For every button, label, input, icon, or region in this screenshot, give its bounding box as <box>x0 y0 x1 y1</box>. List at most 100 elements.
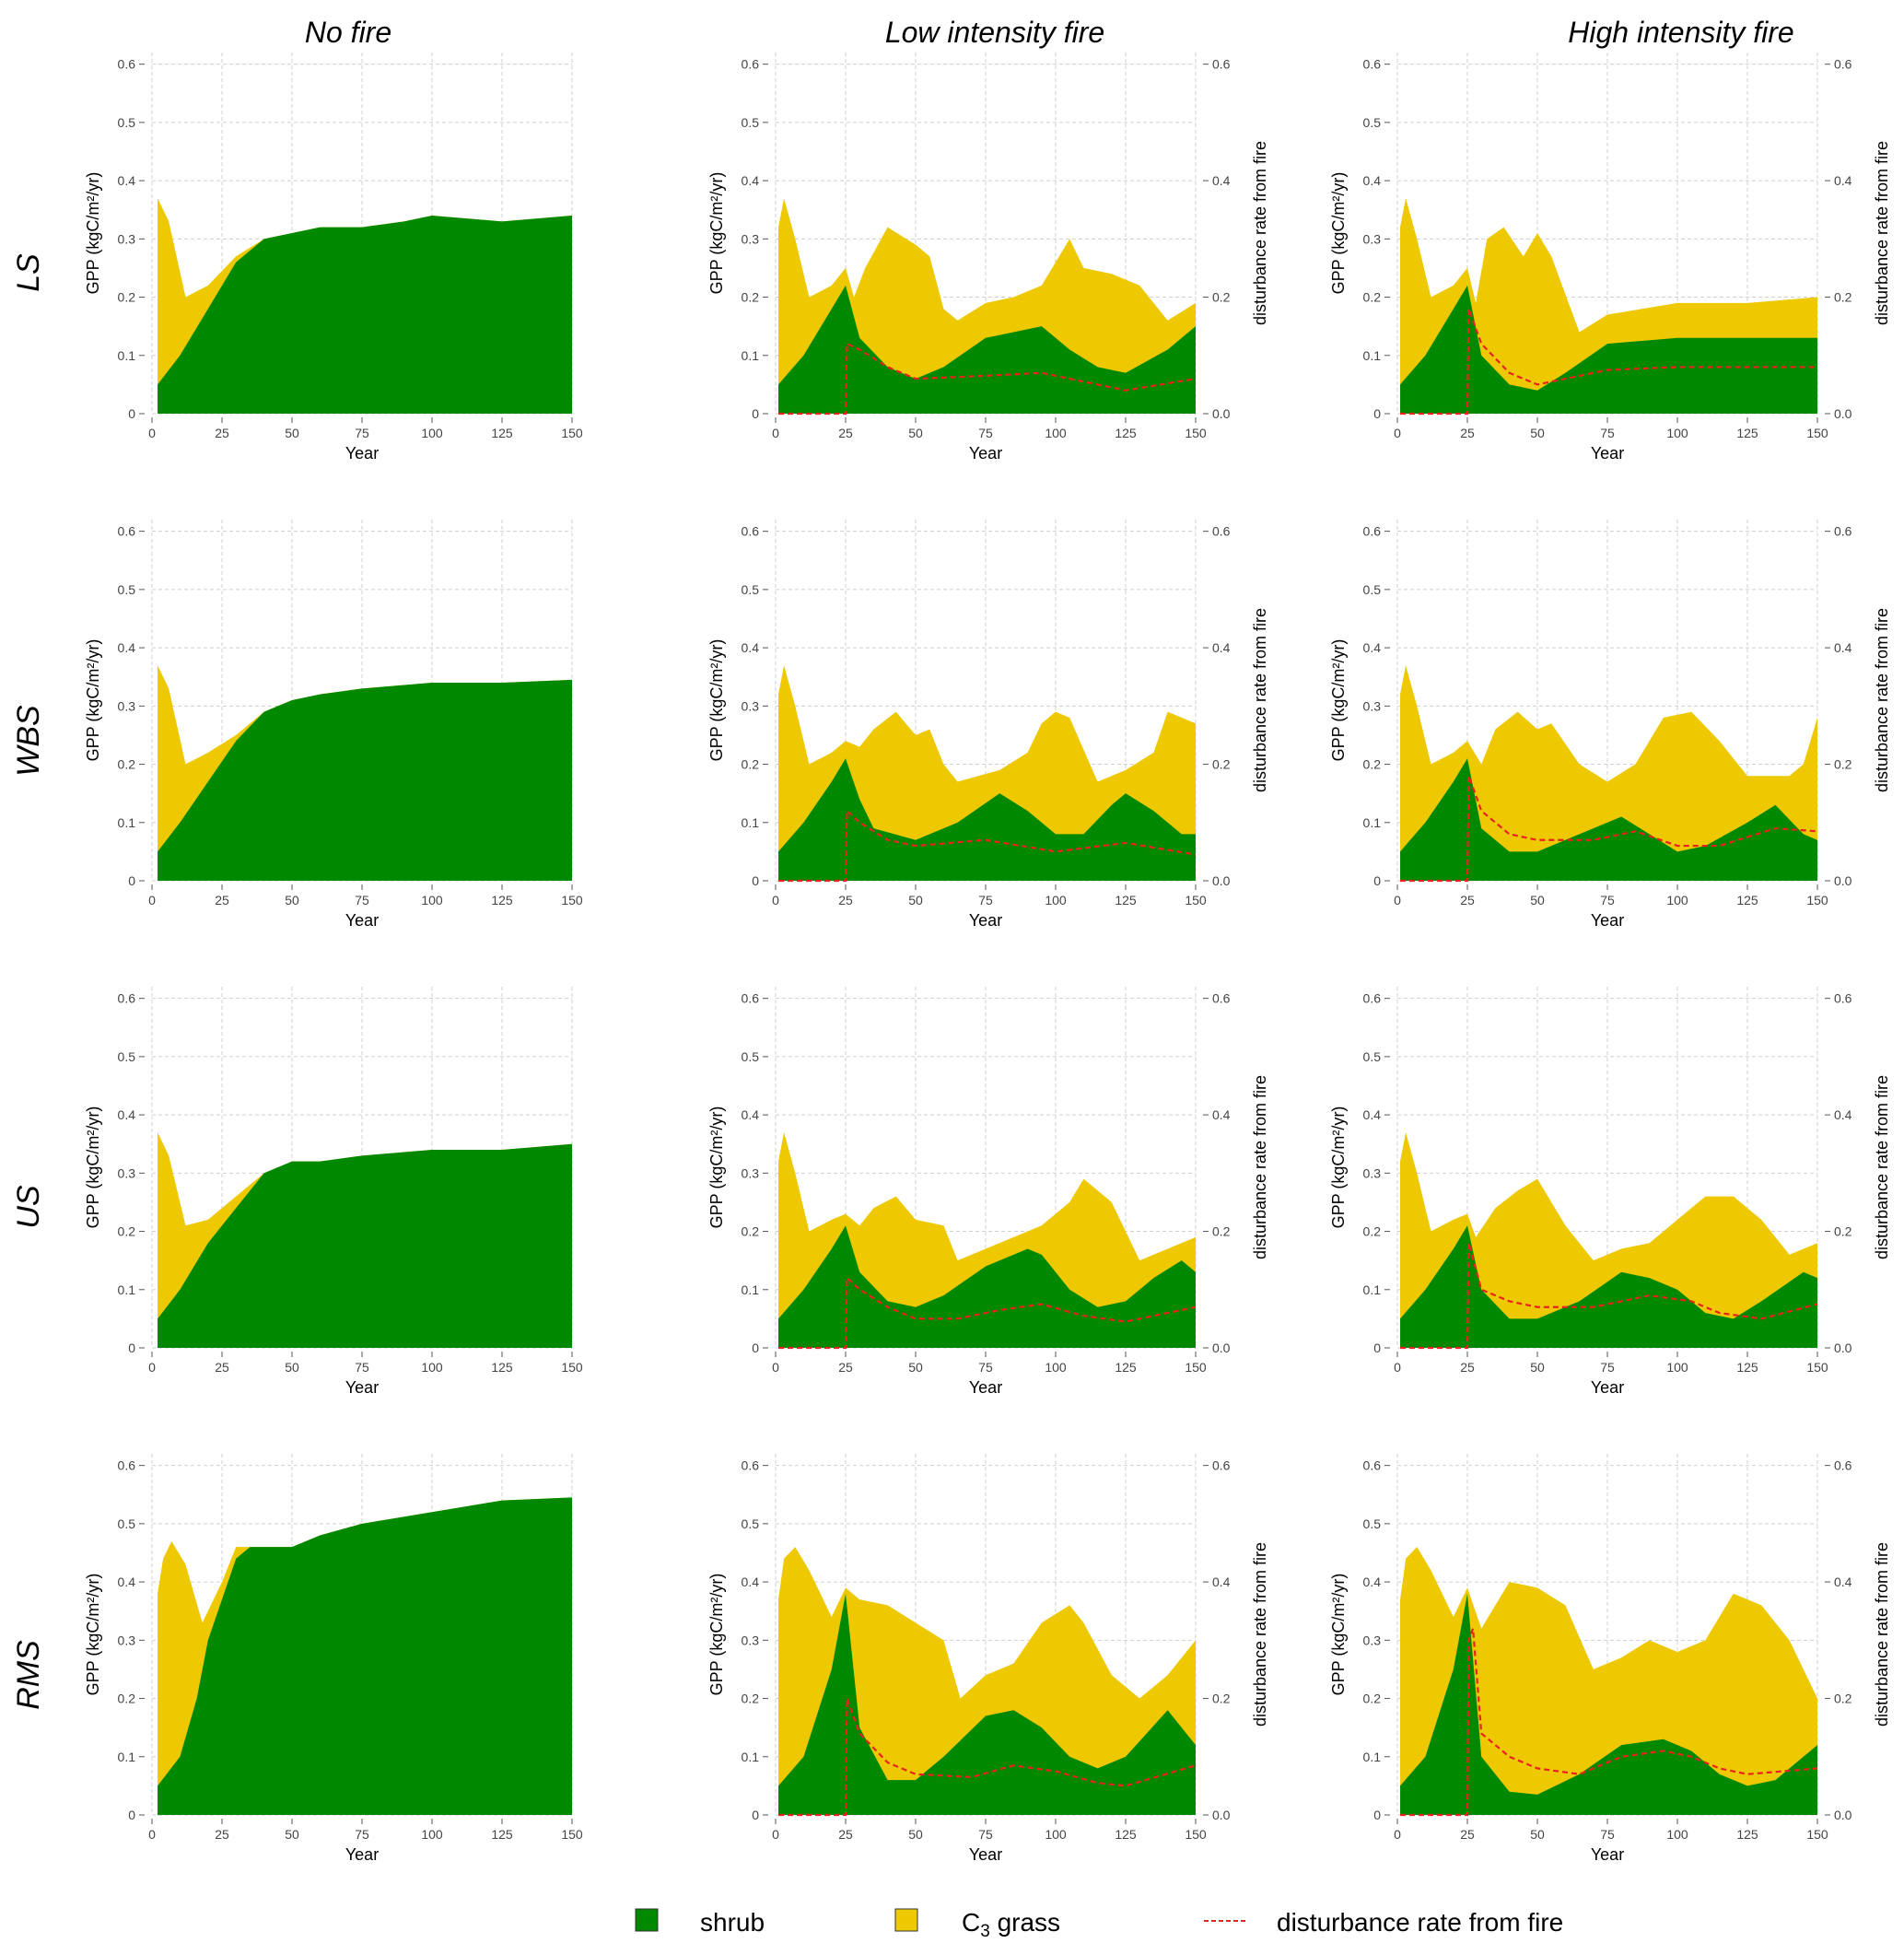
legend-shrub-swatch <box>635 1908 659 1932</box>
x-tick-label: 75 <box>1600 426 1615 440</box>
x-tick-label: 0 <box>772 893 779 907</box>
x-tick-label: 25 <box>1460 1827 1475 1842</box>
x-tick-label: 75 <box>1600 1360 1615 1375</box>
x-tick-label: 50 <box>1530 1360 1545 1375</box>
y-tick-label: 0.5 <box>742 115 760 130</box>
panel-us-high-intensity-fire: 0 0.1 0.2 0.3 0.4 0.5 0.6 0 25 50 75 100 125 150 Year G… <box>1329 987 1891 1397</box>
y-tick-label: 0.3 <box>1363 1165 1382 1180</box>
panel-wbs-low-intensity-fire: 0 0.1 0.2 0.3 0.4 0.5 0.6 0 25 50 75 100 125 150 Year G… <box>707 520 1269 930</box>
y2-tick-label: 0.4 <box>1834 173 1852 188</box>
x-axis-label: Year <box>1591 1378 1624 1397</box>
y-tick-label: 0.1 <box>1363 348 1382 363</box>
x-tick-label: 125 <box>491 1827 513 1842</box>
disturbance-line <box>778 1275 1197 1350</box>
x-tick-label: 75 <box>978 893 993 907</box>
x-tick-label: 125 <box>1736 1827 1758 1842</box>
y-tick-label: 0.6 <box>742 1458 760 1473</box>
panel-grid: 0 0.1 0.2 0.3 0.4 0.5 0.6 0 25 50 75 100 125 150 Year G… <box>84 53 1891 1864</box>
panel-rms-low-intensity-fire: 0 0.1 0.2 0.3 0.4 0.5 0.6 0 25 50 75 100 125 150 Year G… <box>707 1454 1269 1864</box>
y-axis-label: GPP (kgC/m²/yr) <box>1329 639 1348 762</box>
y-tick-label: 0.4 <box>1363 173 1382 188</box>
y-tick-label: 0 <box>1373 1808 1381 1822</box>
y-tick-label: 0.4 <box>742 640 760 655</box>
y-axis-label: GPP (kgC/m²/yr) <box>707 639 726 762</box>
y-tick-label: 0.1 <box>118 1282 136 1297</box>
row-title-us: US <box>11 1185 46 1229</box>
x-tick-label: 50 <box>285 893 299 907</box>
x-tick-label: 0 <box>772 1827 779 1842</box>
x-tick-label: 25 <box>1460 426 1475 440</box>
y-tick-label: 0.3 <box>118 231 136 246</box>
x-axis-label: Year <box>345 1845 379 1864</box>
y-tick-label: 0.1 <box>1363 815 1382 830</box>
y2-tick-label: 0.4 <box>1212 1575 1231 1589</box>
x-tick-label: 0 <box>1394 893 1401 907</box>
y-tick-label: 0.3 <box>1363 1633 1382 1647</box>
y2-tick-label: 0.6 <box>1834 1458 1852 1473</box>
x-tick-label: 100 <box>1666 1360 1688 1375</box>
x-tick-label: 75 <box>978 1827 993 1842</box>
x-tick-label: 100 <box>1666 1827 1688 1842</box>
y-tick-label: 0.5 <box>118 582 136 597</box>
y-tick-label: 0.2 <box>742 757 760 772</box>
shrub-area <box>158 679 572 881</box>
x-tick-label: 150 <box>1185 893 1207 907</box>
panel-us-low-intensity-fire: 0 0.1 0.2 0.3 0.4 0.5 0.6 0 25 50 75 100 125 150 Year G… <box>707 987 1269 1397</box>
y-axis-label: GPP (kgC/m²/yr) <box>84 1574 102 1696</box>
y2-tick-label: 0.4 <box>1834 1575 1852 1589</box>
y-tick-label: 0.3 <box>1363 698 1382 713</box>
panel-ls-low-intensity-fire: 0 0.1 0.2 0.3 0.4 0.5 0.6 0 25 50 75 100 125 150 Year G… <box>707 53 1269 462</box>
x-tick-label: 50 <box>285 1827 299 1842</box>
y-tick-label: 0.6 <box>1363 1458 1382 1473</box>
panel-wbs-no-fire: 0 0.1 0.2 0.3 0.4 0.5 0.6 0 25 50 75 100 125 150 Year G… <box>84 520 583 930</box>
y-tick-label: 0.5 <box>742 1049 760 1064</box>
shrub-area <box>1400 1225 1817 1348</box>
disturbance-line <box>778 808 1197 883</box>
y-tick-label: 0.2 <box>1363 1224 1382 1239</box>
y2-axis-label: disturbance rate from fire <box>1251 1075 1269 1259</box>
y-tick-label: 0.1 <box>742 1750 760 1764</box>
grass-area <box>778 198 1196 414</box>
column-title-low-intensity: Low intensity fire <box>885 16 1104 49</box>
x-tick-label: 150 <box>561 1827 583 1842</box>
disturbance-line <box>1400 1628 1818 1817</box>
row-title-rms: RMS <box>11 1640 46 1710</box>
x-axis-label: Year <box>345 1378 379 1397</box>
y-tick-label: 0.3 <box>742 231 760 246</box>
x-tick-label: 150 <box>561 1360 583 1375</box>
y-tick-label: 0.5 <box>118 115 136 130</box>
y-tick-label: 0 <box>1373 1340 1381 1355</box>
y-tick-label: 0.2 <box>1363 290 1382 305</box>
x-axis-label: Year <box>345 444 379 462</box>
x-tick-label: 0 <box>772 426 779 440</box>
x-tick-label: 125 <box>491 893 513 907</box>
x-tick-label: 125 <box>1115 1827 1137 1842</box>
x-tick-label: 25 <box>215 426 229 440</box>
grass-area <box>1400 1132 1817 1348</box>
y-axis-label: GPP (kgC/m²/yr) <box>1329 1574 1348 1696</box>
y-tick-label: 0.2 <box>1363 1692 1382 1706</box>
disturbance-line <box>1400 308 1817 416</box>
y-tick-label: 0.2 <box>742 1224 760 1239</box>
y-tick-label: 0.5 <box>742 582 760 597</box>
row-title-ls: LS <box>11 253 46 292</box>
y2-tick-label: 0.2 <box>1212 1224 1231 1239</box>
y-tick-label: 0.1 <box>742 815 760 830</box>
y2-tick-label: 0.0 <box>1834 1340 1852 1355</box>
y-tick-label: 0.3 <box>1363 231 1382 246</box>
x-tick-label: 25 <box>215 1827 229 1842</box>
y2-axis-label: disturbance rate from fire <box>1873 1542 1891 1727</box>
y-tick-label: 0.1 <box>1363 1282 1382 1297</box>
panel-rms-high-intensity-fire: 0 0.1 0.2 0.3 0.4 0.5 0.6 0 25 50 75 100 125 150 Year G… <box>1329 1454 1891 1864</box>
x-tick-label: 100 <box>421 1360 443 1375</box>
x-tick-label: 150 <box>561 426 583 440</box>
x-tick-label: 25 <box>215 1360 229 1375</box>
y-tick-label: 0.2 <box>1363 757 1382 772</box>
x-tick-label: 0 <box>148 1827 156 1842</box>
y-tick-label: 0.3 <box>742 1165 760 1180</box>
x-tick-label: 125 <box>1736 893 1758 907</box>
y-tick-label: 0.6 <box>118 524 136 539</box>
x-tick-label: 150 <box>1185 1827 1207 1842</box>
y2-axis-label: disturbance rate from fire <box>1873 141 1891 325</box>
